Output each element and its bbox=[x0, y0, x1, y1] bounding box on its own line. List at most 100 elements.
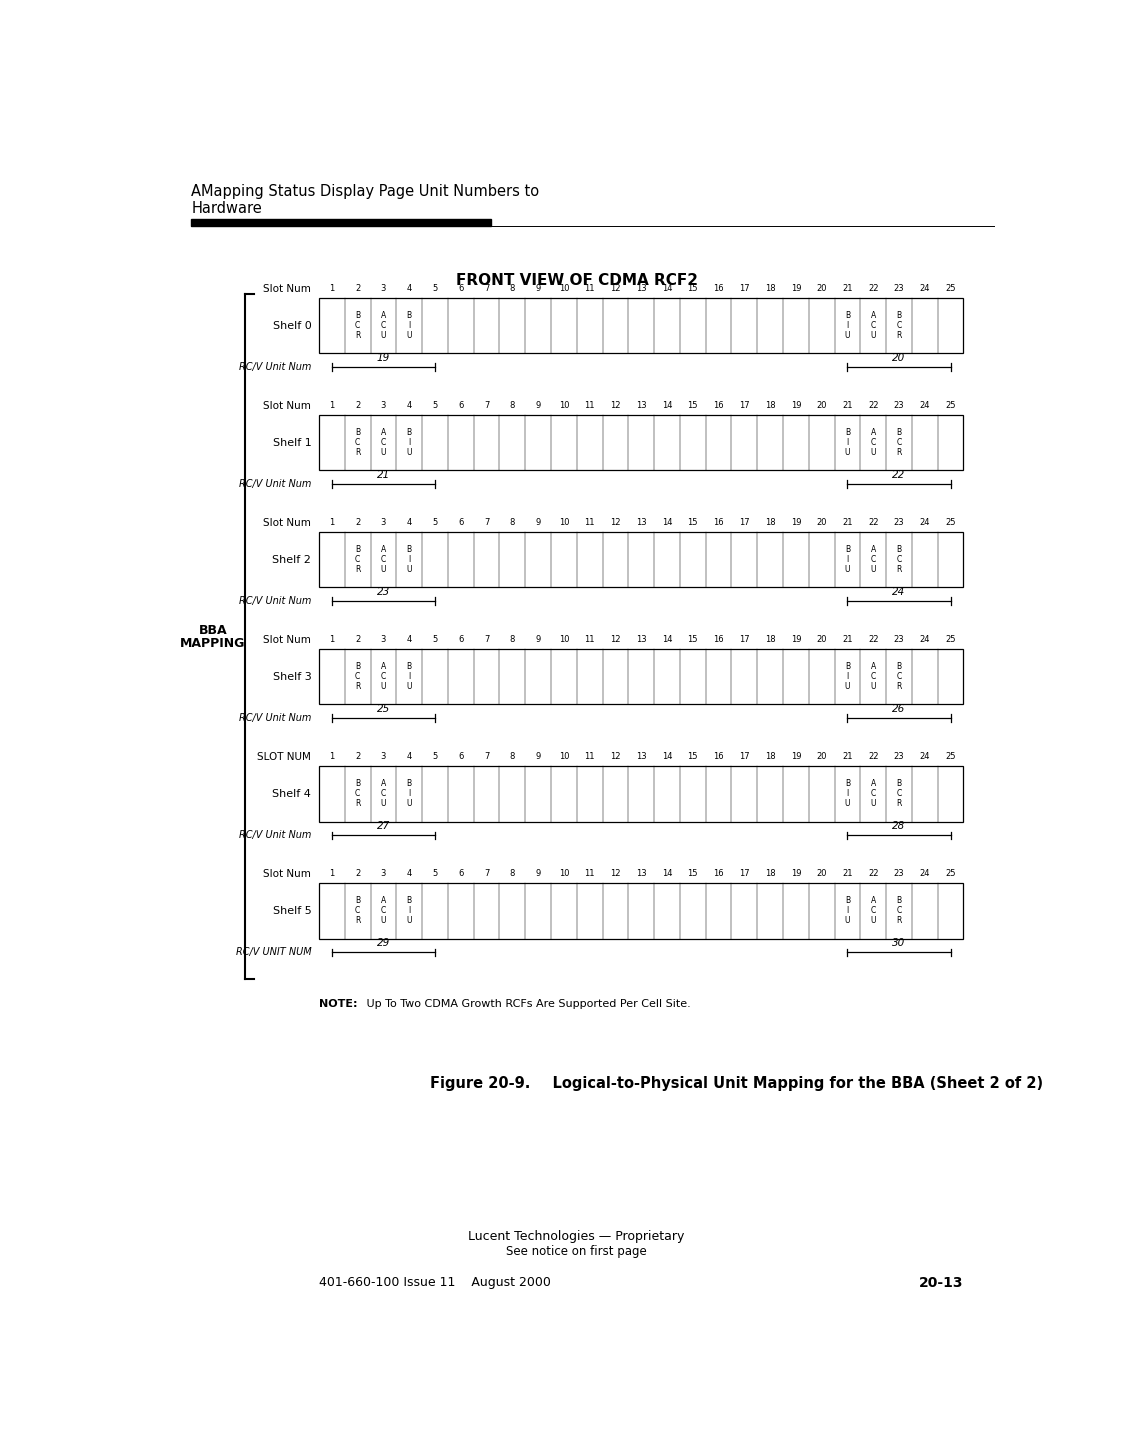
Text: 18: 18 bbox=[765, 402, 775, 411]
Text: B
C
R: B C R bbox=[356, 545, 360, 574]
Text: 20: 20 bbox=[817, 869, 827, 878]
Text: 4: 4 bbox=[406, 635, 412, 645]
Bar bbox=[319, 298, 963, 354]
Text: 19: 19 bbox=[791, 402, 801, 411]
Text: 24: 24 bbox=[919, 518, 930, 527]
Text: 20-13: 20-13 bbox=[919, 1275, 963, 1290]
Text: 17: 17 bbox=[739, 869, 749, 878]
Text: Shelf 4: Shelf 4 bbox=[272, 789, 312, 799]
Text: A
C
U: A C U bbox=[871, 312, 876, 341]
Text: Slot Num: Slot Num bbox=[263, 400, 312, 411]
Text: 22: 22 bbox=[868, 753, 879, 761]
Text: 11: 11 bbox=[584, 284, 595, 293]
Text: Shelf 0: Shelf 0 bbox=[272, 320, 312, 331]
Text: 10: 10 bbox=[559, 402, 569, 411]
Text: 12: 12 bbox=[610, 402, 621, 411]
Text: 11: 11 bbox=[584, 518, 595, 527]
Text: 25: 25 bbox=[945, 402, 956, 411]
Text: 12: 12 bbox=[610, 284, 621, 293]
Text: 22: 22 bbox=[868, 518, 879, 527]
Text: 15: 15 bbox=[687, 518, 698, 527]
Text: 3: 3 bbox=[380, 402, 386, 411]
Text: 3: 3 bbox=[380, 753, 386, 761]
Text: 16: 16 bbox=[713, 635, 723, 645]
Text: 25: 25 bbox=[377, 703, 390, 713]
Text: 24: 24 bbox=[919, 635, 930, 645]
Text: SLOT NUM: SLOT NUM bbox=[258, 751, 312, 761]
Text: Up To Two CDMA Growth RCFs Are Supported Per Cell Site.: Up To Two CDMA Growth RCFs Are Supported… bbox=[356, 999, 691, 1009]
Text: 401-660-100 Issue 11    August 2000: 401-660-100 Issue 11 August 2000 bbox=[319, 1275, 551, 1289]
Text: 4: 4 bbox=[406, 284, 412, 293]
Text: B
C
R: B C R bbox=[897, 545, 902, 574]
Text: See notice on first page: See notice on first page bbox=[506, 1245, 647, 1258]
Text: B
C
R: B C R bbox=[897, 312, 902, 341]
Text: 4: 4 bbox=[406, 753, 412, 761]
Text: B
C
R: B C R bbox=[356, 662, 360, 692]
Text: RC/V Unit Num: RC/V Unit Num bbox=[238, 363, 312, 373]
Text: B
C
R: B C R bbox=[356, 312, 360, 341]
Text: 7: 7 bbox=[484, 402, 489, 411]
Text: B
I
U: B I U bbox=[845, 662, 850, 692]
Bar bbox=[319, 531, 963, 587]
Text: 2: 2 bbox=[356, 869, 360, 878]
Bar bbox=[319, 649, 963, 705]
Text: Shelf 3: Shelf 3 bbox=[272, 671, 312, 681]
Text: RC/V UNIT NUM: RC/V UNIT NUM bbox=[235, 948, 312, 958]
Text: 7: 7 bbox=[484, 869, 489, 878]
Text: 24: 24 bbox=[892, 587, 906, 597]
Text: B
I
U: B I U bbox=[406, 779, 412, 808]
Text: 29: 29 bbox=[377, 938, 390, 948]
Text: 25: 25 bbox=[945, 518, 956, 527]
Text: 10: 10 bbox=[559, 284, 569, 293]
Text: 5: 5 bbox=[432, 518, 438, 527]
Text: Shelf 5: Shelf 5 bbox=[272, 906, 312, 916]
Text: 6: 6 bbox=[458, 635, 463, 645]
Text: A
C
U: A C U bbox=[871, 779, 876, 808]
Text: 7: 7 bbox=[484, 635, 489, 645]
Text: 13: 13 bbox=[636, 402, 647, 411]
Text: 10: 10 bbox=[559, 753, 569, 761]
Text: 25: 25 bbox=[945, 869, 956, 878]
Text: 10: 10 bbox=[559, 869, 569, 878]
Text: 21: 21 bbox=[843, 402, 853, 411]
Text: 14: 14 bbox=[662, 635, 673, 645]
Text: 3: 3 bbox=[380, 635, 386, 645]
Text: B
I
U: B I U bbox=[845, 312, 850, 341]
Text: 4: 4 bbox=[406, 869, 412, 878]
Text: 9: 9 bbox=[536, 284, 541, 293]
Text: 23: 23 bbox=[893, 753, 904, 761]
Text: 6: 6 bbox=[458, 869, 463, 878]
Text: 24: 24 bbox=[919, 869, 930, 878]
Text: A
C
U: A C U bbox=[871, 545, 876, 574]
Text: Hardware: Hardware bbox=[191, 201, 262, 215]
Text: 2: 2 bbox=[356, 402, 360, 411]
Text: 17: 17 bbox=[739, 753, 749, 761]
Text: Figure 20-9.: Figure 20-9. bbox=[430, 1076, 530, 1091]
Text: 16: 16 bbox=[713, 518, 723, 527]
Text: A
C
U: A C U bbox=[871, 897, 876, 926]
Text: 6: 6 bbox=[458, 518, 463, 527]
Text: B
C
R: B C R bbox=[897, 428, 902, 457]
Text: A
C
U: A C U bbox=[380, 545, 386, 574]
Text: 19: 19 bbox=[791, 753, 801, 761]
Text: 2: 2 bbox=[356, 518, 360, 527]
Text: 13: 13 bbox=[636, 753, 647, 761]
Text: 21: 21 bbox=[843, 753, 853, 761]
Text: B
I
U: B I U bbox=[845, 428, 850, 457]
Text: 2: 2 bbox=[356, 753, 360, 761]
Text: 11: 11 bbox=[584, 869, 595, 878]
Text: 19: 19 bbox=[791, 635, 801, 645]
Text: A
C
U: A C U bbox=[871, 428, 876, 457]
Text: 22: 22 bbox=[868, 402, 879, 411]
Text: 21: 21 bbox=[843, 869, 853, 878]
Text: 3: 3 bbox=[380, 284, 386, 293]
Text: 4: 4 bbox=[406, 402, 412, 411]
Text: B
C
R: B C R bbox=[356, 779, 360, 808]
Text: 19: 19 bbox=[377, 352, 390, 363]
Text: 28: 28 bbox=[892, 821, 906, 831]
Text: B
I
U: B I U bbox=[406, 662, 412, 692]
Text: 8: 8 bbox=[510, 753, 515, 761]
Text: Slot Num: Slot Num bbox=[263, 869, 312, 879]
Text: 8: 8 bbox=[510, 518, 515, 527]
Text: 1: 1 bbox=[330, 753, 334, 761]
